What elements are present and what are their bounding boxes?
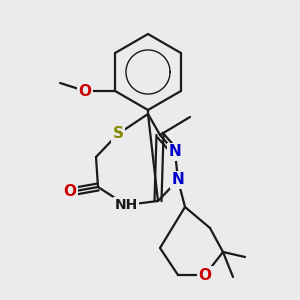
Text: NH: NH: [114, 198, 138, 212]
Text: O: O: [79, 83, 92, 98]
Text: S: S: [112, 127, 124, 142]
Text: O: O: [199, 268, 212, 283]
Text: N: N: [169, 145, 182, 160]
Text: N: N: [172, 172, 184, 188]
Text: O: O: [64, 184, 76, 200]
